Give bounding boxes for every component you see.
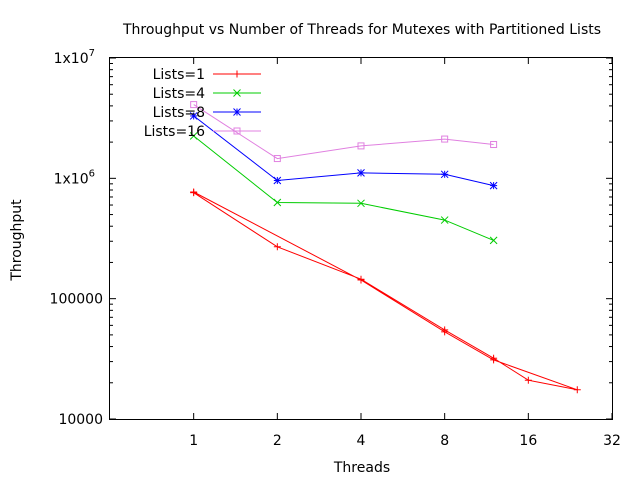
data-point xyxy=(273,198,282,207)
data-point xyxy=(273,176,282,185)
series-lists-4 xyxy=(189,132,498,245)
legend-marker xyxy=(233,70,241,78)
data-point xyxy=(357,142,365,150)
chart-title: Throughput vs Number of Threads for Mute… xyxy=(122,22,601,38)
x-tick-label: 4 xyxy=(357,433,366,449)
data-point xyxy=(273,243,281,251)
x-axis-label: Threads xyxy=(333,460,390,476)
data-point xyxy=(524,376,532,384)
data-point xyxy=(489,236,498,245)
y-tick-label-exponent: 7 xyxy=(89,48,95,59)
series-layer xyxy=(189,101,581,394)
series-line xyxy=(193,104,494,160)
y-axis-label: Throughput xyxy=(9,199,25,282)
data-point xyxy=(440,216,449,224)
legend-label: Lists=16 xyxy=(144,124,205,140)
legend-label: Lists=8 xyxy=(153,105,205,121)
data-point xyxy=(489,181,498,190)
data-point xyxy=(190,101,198,109)
y-tick-label-exponent: 6 xyxy=(89,168,95,179)
data-point xyxy=(189,112,198,120)
data-point xyxy=(441,328,449,336)
y-tick-label: 1x106 xyxy=(54,168,95,187)
legend-marker xyxy=(233,108,241,116)
y-tick-label: 100000 xyxy=(50,292,103,308)
data-point xyxy=(357,169,365,177)
y-tick-label-base: 1x10 xyxy=(54,171,89,187)
series-line xyxy=(193,115,494,187)
data-point xyxy=(189,132,198,140)
data-point xyxy=(190,188,198,196)
data-point xyxy=(573,386,581,394)
series-line xyxy=(193,135,494,241)
legend-marker xyxy=(233,89,241,97)
y-tick-label-base: 1x10 xyxy=(54,51,89,67)
x-tick-label: 16 xyxy=(519,433,537,449)
x-tick-label: 2 xyxy=(273,433,282,449)
data-point xyxy=(357,199,365,208)
y-tick-label: 1x107 xyxy=(54,48,95,67)
data-point xyxy=(440,170,449,179)
y-tick-label: 10000 xyxy=(58,412,103,428)
series-line xyxy=(193,191,578,391)
plot-area-border xyxy=(109,57,613,420)
legend-label: Lists=4 xyxy=(153,86,205,102)
x-tick-label: 1 xyxy=(189,433,198,449)
series-lists-16 xyxy=(190,101,498,163)
data-point xyxy=(490,141,498,149)
x-axis: 1 2 4 8 16 32 xyxy=(189,58,621,449)
x-tick-label: 8 xyxy=(440,433,449,449)
series-lists-1 xyxy=(190,188,581,394)
legend: Lists=1 Lists=4 Lists=8 Lists=16 xyxy=(144,67,261,140)
data-point xyxy=(490,356,498,364)
legend-label: Lists=1 xyxy=(153,67,205,83)
data-point xyxy=(357,276,365,284)
data-point xyxy=(441,135,449,143)
series-lists-8 xyxy=(189,112,498,190)
data-point xyxy=(273,155,281,163)
x-tick-label: 32 xyxy=(603,433,621,449)
legend-marker xyxy=(233,127,241,135)
